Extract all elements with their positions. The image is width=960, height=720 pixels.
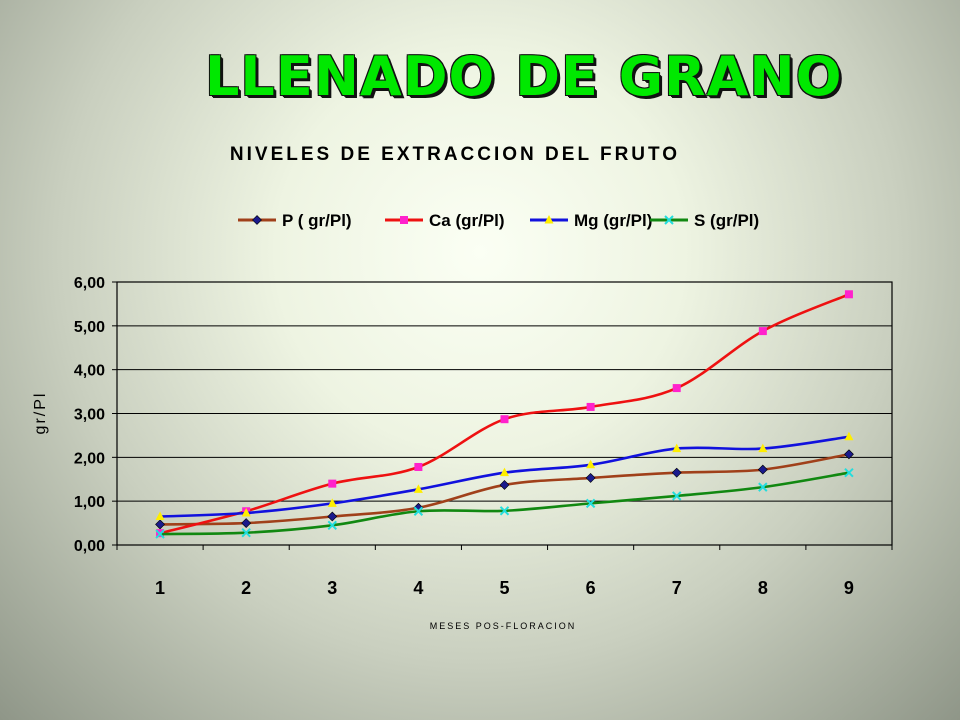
legend-item: S (gr/Pl) [650, 211, 759, 230]
x-tick-label: 3 [327, 578, 337, 598]
data-point [155, 529, 165, 539]
y-tick-label: 6,00 [74, 275, 105, 292]
chart-legend: P ( gr/Pl) Ca (gr/Pl) Mg (gr/Pl) S (gr/Pl) [238, 211, 759, 230]
data-point [241, 518, 252, 529]
data-point [413, 484, 423, 493]
y-axis-ticks: 0,00 1,00 2,00 3,00 4,00 5,00 6,00 [74, 275, 117, 555]
legend-item: Mg (gr/Pl) [530, 211, 652, 230]
data-point [586, 459, 596, 469]
marker-stroke [585, 498, 596, 509]
legend-item: P ( gr/Pl) [238, 211, 352, 230]
marker-stroke [664, 215, 674, 225]
marker-stroke [499, 506, 510, 516]
series-group [155, 290, 854, 539]
data-point [241, 508, 251, 517]
marker-stroke [672, 491, 682, 501]
x-tick-label: 8 [758, 578, 768, 598]
legend-marker [664, 215, 674, 225]
legend-item: Ca (gr/Pl) [385, 211, 505, 230]
chart-title: NIVELES DE EXTRACCION DEL FRUTO [230, 144, 680, 165]
plot-area: 0,00 1,00 2,00 3,00 4,00 5,00 6,00 1 2 3 4 5 6 7 8 9 [74, 275, 893, 598]
data-point [844, 449, 854, 460]
data-point [327, 511, 338, 522]
series-1 [155, 449, 854, 530]
series-4 [155, 467, 854, 539]
data-point [241, 528, 251, 538]
x-tick-label: 6 [586, 578, 596, 598]
marker-stroke [413, 506, 424, 516]
data-point [585, 498, 596, 509]
y-tick-label: 5,00 [74, 319, 105, 336]
legend-label: Mg (gr/Pl) [574, 211, 652, 230]
x-tick-label: 2 [241, 578, 251, 598]
marker-stroke [155, 529, 165, 539]
marker-stroke [327, 520, 337, 530]
data-point [155, 519, 165, 530]
data-point [586, 402, 595, 411]
data-point [757, 464, 768, 475]
legend-label: S (gr/Pl) [694, 211, 759, 230]
data-point [327, 498, 337, 507]
y-tick-label: 0,00 [74, 538, 105, 555]
y-tick-label: 3,00 [74, 407, 105, 424]
data-point [585, 473, 596, 483]
data-point [672, 384, 681, 393]
legend-label: P ( gr/Pl) [282, 211, 352, 230]
legend-marker [400, 216, 408, 224]
data-point [844, 290, 853, 299]
series-3 [155, 431, 854, 521]
data-point [500, 415, 509, 424]
x-tick-label: 5 [499, 578, 509, 598]
data-point [844, 431, 854, 441]
marker-stroke [758, 482, 768, 492]
data-point [500, 467, 509, 477]
gridlines [117, 325, 892, 502]
data-point [672, 491, 682, 501]
y-axis-label: gr/Pl [32, 392, 49, 435]
x-tick-label: 7 [672, 578, 682, 598]
legend-label: Ca (gr/Pl) [429, 211, 505, 230]
data-point [672, 443, 682, 453]
x-axis-ticks: 1 2 3 4 5 6 7 8 9 [116, 545, 893, 598]
y-tick-label: 1,00 [74, 494, 105, 511]
marker-stroke [844, 467, 854, 478]
data-point [328, 479, 337, 488]
x-tick-label: 9 [844, 578, 854, 598]
x-tick-label: 1 [155, 578, 165, 598]
data-point [758, 327, 767, 336]
data-point [758, 482, 768, 492]
marker-stroke [241, 528, 251, 538]
data-point [155, 511, 165, 521]
data-point [499, 480, 510, 490]
data-point [327, 520, 337, 530]
data-point [413, 506, 424, 516]
x-axis-label: MESES POS-FLORACION [430, 621, 577, 631]
data-point [844, 467, 854, 478]
y-tick-label: 4,00 [74, 363, 105, 380]
data-point [499, 506, 510, 516]
data-point [671, 467, 682, 478]
data-point [758, 443, 768, 453]
slide-title: LLENADO DE GRANO [205, 45, 843, 108]
legend-marker [252, 215, 262, 225]
data-point [414, 462, 423, 471]
x-tick-label: 4 [413, 578, 423, 598]
y-tick-label: 2,00 [74, 450, 105, 467]
legend-marker [544, 215, 554, 224]
